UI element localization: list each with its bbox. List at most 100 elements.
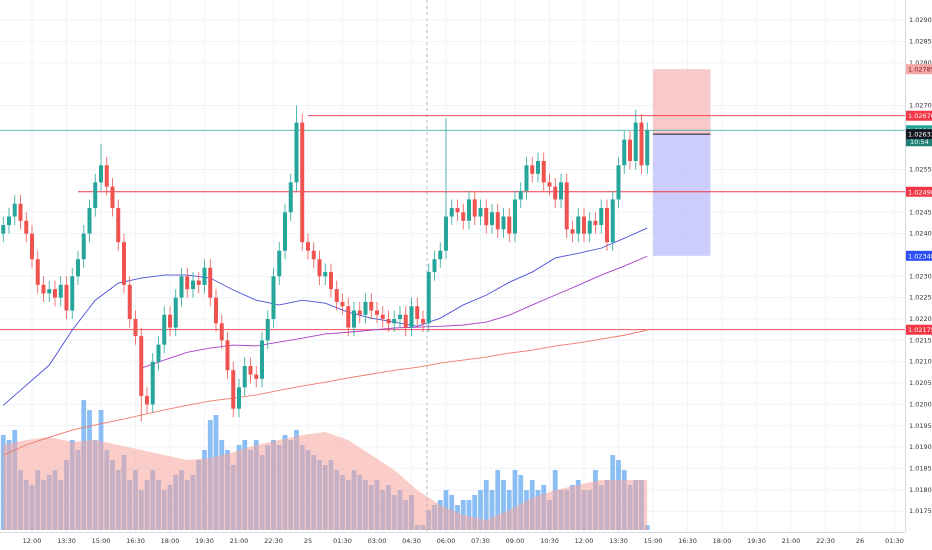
x-tick-label: 01:30 — [333, 537, 352, 545]
candle-body — [334, 289, 339, 302]
candle-body — [627, 139, 632, 162]
candle-body — [386, 319, 391, 324]
candle-body — [208, 267, 213, 298]
x-tick-label: 21:00 — [782, 537, 801, 545]
candle-body — [357, 310, 362, 315]
candle-body — [150, 361, 155, 405]
candle-body — [443, 216, 448, 251]
candle-body — [139, 336, 144, 396]
candle-body — [622, 139, 627, 166]
candle-body — [587, 220, 592, 234]
candle-body — [81, 233, 86, 260]
candle-body — [553, 186, 558, 200]
volume-bar — [501, 480, 506, 530]
candle-body — [87, 207, 92, 234]
moving-average — [3, 329, 648, 456]
x-tick-label: 15:00 — [92, 537, 111, 545]
y-tick-label: 1.02100 — [909, 358, 932, 366]
level-tag-bg — [906, 186, 932, 197]
candle-body — [472, 199, 477, 217]
x-tick-label: 09:00 — [506, 537, 525, 545]
candle-body — [432, 259, 437, 273]
level-tag: 1.02175 — [908, 326, 932, 334]
x-tick-label: 01:30 — [885, 537, 904, 545]
x-tick-label: 19:30 — [747, 537, 766, 545]
x-tick-label: 04:30 — [402, 537, 421, 545]
candle-body — [242, 366, 247, 388]
volume-bar — [518, 475, 524, 530]
candle-body — [277, 250, 282, 277]
candle-body — [530, 165, 535, 174]
candle-body — [547, 182, 552, 187]
level-tag: 1.02676 — [908, 112, 932, 120]
candle-body — [535, 161, 540, 174]
y-tick-label: 1.01900 — [909, 443, 932, 451]
level-tag: 1.02498 — [908, 188, 932, 196]
level-tag-bg — [906, 324, 932, 335]
candle-body — [564, 182, 569, 230]
candle-body — [645, 130, 650, 166]
candle-body — [328, 272, 333, 290]
volume-bar — [472, 495, 478, 530]
candle-body — [570, 229, 575, 234]
candle-body — [185, 276, 190, 290]
candle-body — [489, 212, 494, 226]
candle-body — [254, 374, 259, 379]
candle-body — [524, 165, 529, 191]
volume-bar — [495, 470, 501, 530]
candle-body — [294, 122, 299, 183]
y-tick-label: 1.02550 — [909, 166, 932, 174]
y-tick-label: 1.01750 — [909, 507, 932, 515]
candle-body — [110, 186, 115, 208]
candle-body — [403, 314, 408, 328]
y-tick-label: 1.01950 — [909, 422, 932, 430]
x-tick-label: 25 — [304, 537, 312, 545]
y-tick-label: 1.02150 — [909, 336, 932, 344]
stop-tag: 1.02785 — [908, 66, 932, 74]
candle-body — [288, 182, 293, 213]
candle-body — [271, 276, 276, 320]
entry-tag-bg — [906, 129, 932, 140]
candle-body — [409, 306, 414, 328]
candle-body — [248, 366, 253, 375]
candle-body — [512, 199, 517, 234]
candle-body — [190, 280, 195, 290]
x-tick-label: 13:30 — [609, 537, 628, 545]
candle-body — [127, 284, 132, 320]
volume-bar — [460, 500, 466, 530]
moving-average — [2, 227, 648, 406]
x-tick-label: 22:30 — [264, 537, 283, 545]
candle-body — [173, 297, 178, 328]
candle-body — [374, 310, 379, 315]
candle-body — [593, 220, 598, 226]
y-tick-label: 1.02250 — [909, 294, 932, 302]
x-tick-label: 22:30 — [816, 537, 835, 545]
candle-body — [52, 289, 57, 298]
target-tag: 1.02348 — [908, 252, 932, 260]
candle-body — [12, 203, 17, 217]
volume-bar — [478, 490, 483, 530]
candle-body — [29, 233, 34, 260]
volume-bar — [466, 500, 472, 530]
candle-body — [420, 319, 425, 324]
position-target-zone — [652, 134, 711, 256]
x-tick-label: 26 — [856, 537, 864, 545]
x-tick-label: 15:00 — [644, 537, 663, 545]
candle-body — [58, 284, 63, 298]
candle-body — [162, 314, 167, 345]
volume-ma-area — [3, 432, 648, 530]
candle-body — [47, 289, 52, 294]
candle-body — [35, 259, 40, 285]
candle-body — [75, 259, 80, 277]
candle-body — [616, 165, 621, 200]
candle-body — [415, 306, 420, 320]
x-tick-label: 12:00 — [23, 537, 42, 545]
countdown-bg — [906, 136, 932, 147]
candle-body — [507, 216, 512, 234]
y-tick-label: 1.02900 — [909, 16, 932, 24]
candle-body — [104, 165, 109, 187]
x-tick-label: 06:00 — [437, 537, 456, 545]
volume-bar — [483, 480, 489, 530]
x-tick-label: 16:30 — [126, 537, 145, 545]
candle-body — [41, 284, 46, 294]
